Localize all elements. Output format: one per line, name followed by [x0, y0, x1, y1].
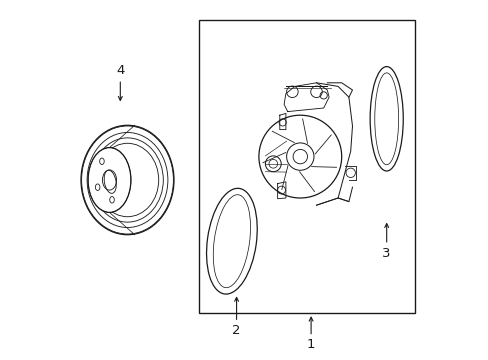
- Text: 3: 3: [382, 247, 390, 260]
- Polygon shape: [277, 182, 285, 199]
- Ellipse shape: [88, 148, 131, 212]
- Bar: [199, 20, 415, 313]
- Polygon shape: [279, 113, 285, 130]
- Text: 2: 2: [232, 324, 240, 337]
- Text: 4: 4: [116, 64, 124, 77]
- Text: 1: 1: [306, 338, 315, 351]
